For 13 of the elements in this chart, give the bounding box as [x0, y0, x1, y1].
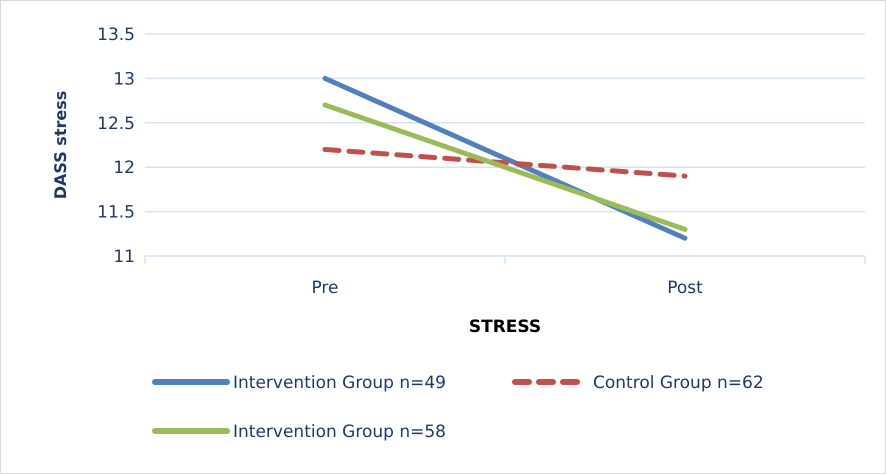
- legend-label: Intervention Group n=49: [233, 372, 446, 393]
- x-tick-label: Post: [667, 278, 704, 298]
- x-tick-label: Pre: [311, 278, 339, 298]
- x-axis-title: STRESS: [468, 317, 542, 337]
- y-axis-title: DASS stress: [51, 90, 70, 200]
- y-tick-label: 11.5: [97, 202, 135, 223]
- y-tick-label: 13: [113, 69, 135, 90]
- legend-label: Control Group n=62: [593, 372, 764, 393]
- legend-label: Intervention Group n=58: [233, 422, 446, 442]
- y-tick-label: 12: [113, 158, 135, 178]
- y-tick-label: 11: [113, 246, 135, 267]
- y-tick-label: 13.5: [97, 24, 135, 45]
- y-tick-label: 12.5: [97, 114, 135, 134]
